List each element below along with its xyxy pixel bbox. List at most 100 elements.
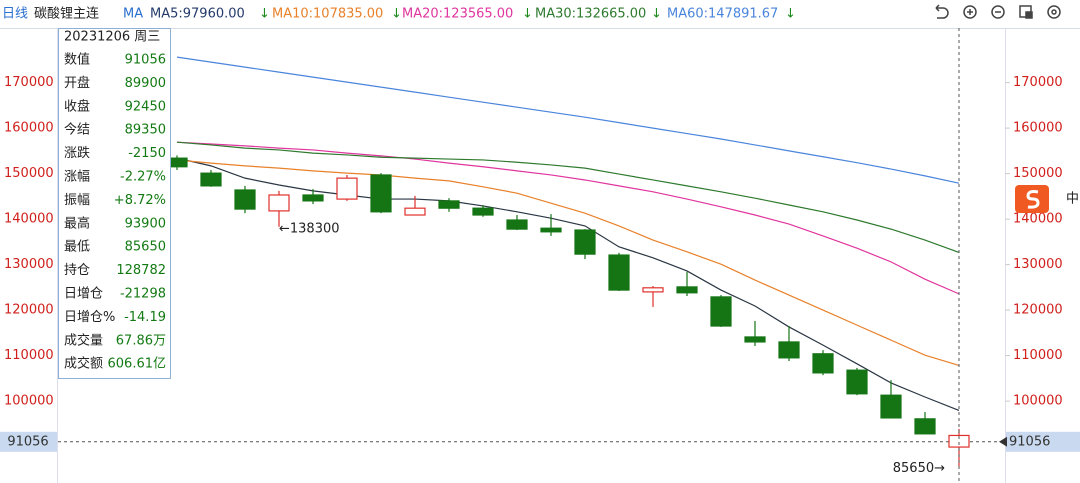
info-label: 振幅	[64, 193, 90, 208]
candle-body	[846, 369, 868, 395]
legend-entry: MA60:147891.67	[667, 7, 778, 22]
ma-line	[176, 56, 960, 184]
candle-body	[642, 287, 664, 293]
low-annotation: ←138300	[279, 221, 340, 236]
info-value: 89350	[125, 123, 166, 138]
info-label: 日增仓%	[64, 310, 115, 325]
settings-icon-inner	[1051, 9, 1057, 15]
zoom-out-icon[interactable]	[991, 5, 1005, 19]
info-value: 67.86万	[116, 333, 166, 348]
candle-body	[234, 189, 256, 210]
info-label: 持仓	[64, 263, 90, 278]
info-value: +8.72%	[114, 193, 166, 208]
ma-line	[176, 141, 960, 295]
legend-trend: ↓	[785, 7, 796, 22]
info-label: 最低	[64, 240, 90, 255]
ma-line	[176, 159, 960, 367]
candle-body	[540, 227, 562, 233]
ime-badge: 中	[1015, 185, 1079, 213]
info-box	[58, 28, 171, 379]
zoom-in-cross	[967, 9, 973, 15]
info-value: -2.27%	[120, 170, 166, 185]
y-tick-label: 160000	[4, 121, 54, 136]
legend-trend: ↓	[391, 7, 402, 22]
legend-trend: ↓	[522, 7, 533, 22]
candle-body	[200, 172, 222, 187]
y-tick-label-right: 120000	[1013, 303, 1063, 318]
undo-icon[interactable]	[935, 4, 949, 19]
candle-body	[710, 296, 732, 327]
y-tick-label: 170000	[4, 75, 54, 90]
candle-body	[812, 353, 834, 374]
zoom-in-icon[interactable]	[963, 5, 977, 19]
legend-trend: ↓	[651, 7, 662, 22]
candle-body	[370, 174, 392, 213]
info-value: 85650	[125, 240, 166, 255]
y-tick-label-right: 150000	[1013, 166, 1063, 181]
info-label: 开盘	[64, 75, 90, 91]
y-tick-label: 100000	[4, 394, 54, 409]
info-rows: 数值 91056 开盘 89900 收盘 92450 今结 89350 涨跌 -2150 涨幅 -2.…	[64, 52, 166, 372]
info-label: 成交量	[64, 332, 103, 348]
y-tick-label-right: 130000	[1013, 257, 1063, 272]
info-label: 数值	[64, 52, 90, 68]
y-tick-label-right: 160000	[1013, 121, 1063, 136]
info-value: -2150	[128, 146, 166, 161]
legend-entry: MA20:123565.00	[402, 7, 513, 22]
candle-body	[778, 341, 800, 359]
candle-body	[574, 229, 596, 255]
info-value: 93900	[125, 216, 166, 231]
settings-icon[interactable]	[1047, 5, 1061, 19]
legend-trend: ↓	[259, 7, 270, 22]
y-tick-label-right: 140000	[1013, 212, 1063, 227]
ime-mode[interactable]: 中	[1066, 192, 1079, 207]
candle-body	[302, 194, 324, 202]
candle-body	[608, 254, 630, 291]
candle-body	[506, 219, 528, 230]
legend-entry: MA10:107835.00	[272, 7, 383, 22]
info-label: 日增仓	[64, 287, 103, 302]
candle-body	[744, 336, 766, 343]
y-tick-label-right: 110000	[1013, 348, 1063, 363]
info-label: 收盘	[64, 98, 90, 114]
last-price-label-left: 91056	[7, 434, 48, 449]
window-icon-inner	[1025, 11, 1033, 19]
y-tick-label: 140000	[4, 212, 54, 227]
info-label: 成交额	[64, 356, 103, 372]
candle-body	[472, 207, 494, 216]
info-value: 92450	[125, 99, 166, 114]
candle-body	[268, 194, 290, 212]
info-label: 今结	[64, 122, 90, 138]
info-header: 20231206 周三	[64, 30, 160, 45]
ma-line	[176, 141, 960, 254]
info-value: 89900	[125, 76, 166, 91]
info-label: 涨跌	[64, 145, 90, 161]
info-value: -14.19	[124, 310, 166, 325]
toolbar-icons	[935, 4, 1061, 19]
info-panel: 20231206 周三 数值 91056 开盘 89900 收盘 92450 今结 89350…	[58, 28, 171, 379]
y-tick-label: 150000	[4, 166, 54, 181]
low-annotation: 85650→	[893, 461, 945, 476]
info-value: 91056	[125, 53, 166, 68]
ime-logo-s	[1026, 190, 1040, 209]
info-label: 最高	[64, 215, 90, 231]
last-price-box-left	[0, 431, 57, 452]
last-price-label-right: 91056	[1009, 434, 1050, 449]
candle-body	[404, 207, 426, 216]
info-label: 涨幅	[64, 170, 90, 185]
y-tick-label-right: 100000	[1013, 394, 1063, 409]
y-tick-label: 130000	[4, 257, 54, 272]
period[interactable]: 日线	[2, 7, 28, 22]
ma-label[interactable]: MA	[123, 7, 143, 22]
candle-body	[948, 434, 970, 448]
y-tick-label: 110000	[4, 348, 54, 363]
info-value: -21298	[120, 287, 166, 302]
y-tick-label: 120000	[4, 303, 54, 318]
info-value: 128782	[116, 263, 166, 278]
candle-body	[914, 418, 936, 435]
y-tick-label-right: 170000	[1013, 75, 1063, 90]
legend-entry: MA5:97960.00	[150, 7, 245, 22]
last-price-box-right	[1006, 431, 1080, 452]
